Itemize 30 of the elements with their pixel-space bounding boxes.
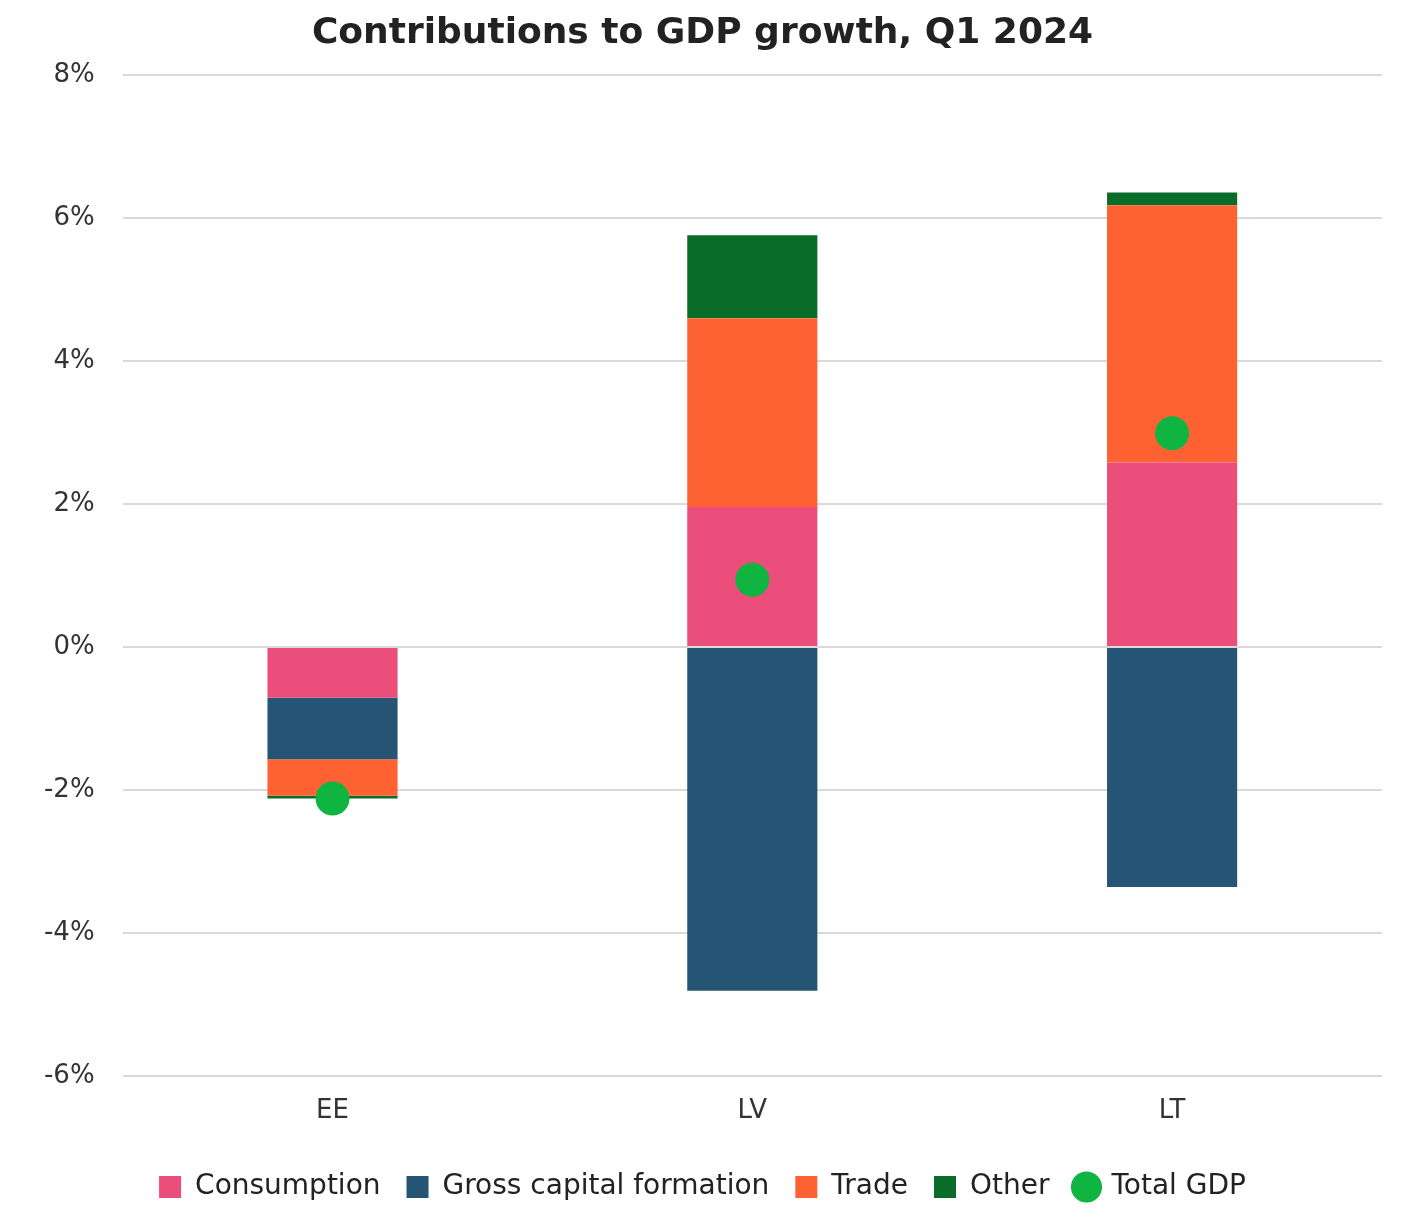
bar xyxy=(267,759,398,796)
bar xyxy=(687,506,818,646)
chart-title: Contributions to GDP growth, Q1 2024 xyxy=(311,9,1094,51)
bar xyxy=(1107,462,1238,646)
bar xyxy=(267,647,398,698)
legend-label: Total GDP xyxy=(1110,1168,1246,1202)
y-tick-label: 8% xyxy=(53,57,95,88)
legend-label: Gross capital formation xyxy=(442,1168,770,1202)
bar xyxy=(267,697,398,760)
legend-label: Other xyxy=(969,1168,1050,1202)
legend-label: Trade xyxy=(830,1168,908,1202)
y-tick-label: 4% xyxy=(53,343,95,374)
y-tick-label: -6% xyxy=(43,1058,95,1089)
bar xyxy=(687,647,818,991)
point xyxy=(315,781,350,816)
bar xyxy=(1107,205,1238,463)
y-tick-label: 6% xyxy=(53,200,95,231)
x-tick-label: LV xyxy=(737,1094,768,1125)
x-tick-label: LT xyxy=(1158,1094,1186,1125)
y-tick-label: -2% xyxy=(43,772,95,803)
y-tick-label: 0% xyxy=(53,629,95,660)
x-tick-label: EE xyxy=(316,1094,349,1125)
y-tick-label: -4% xyxy=(43,915,95,946)
bar xyxy=(1107,192,1238,206)
bar xyxy=(1107,647,1238,888)
point xyxy=(1155,416,1190,451)
bar xyxy=(687,235,818,319)
y-tick-label: 2% xyxy=(53,486,95,517)
legend-label: Consumption xyxy=(195,1168,381,1202)
bar xyxy=(687,318,818,507)
